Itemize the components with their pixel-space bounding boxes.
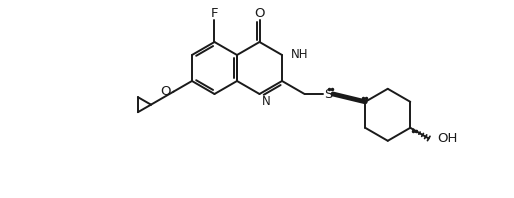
- Text: NH: NH: [291, 48, 308, 61]
- Text: S: S: [324, 88, 332, 101]
- Text: N: N: [262, 94, 270, 108]
- Text: O: O: [160, 85, 171, 98]
- Text: OH: OH: [438, 132, 458, 145]
- Text: O: O: [254, 7, 265, 20]
- Text: F: F: [211, 7, 218, 20]
